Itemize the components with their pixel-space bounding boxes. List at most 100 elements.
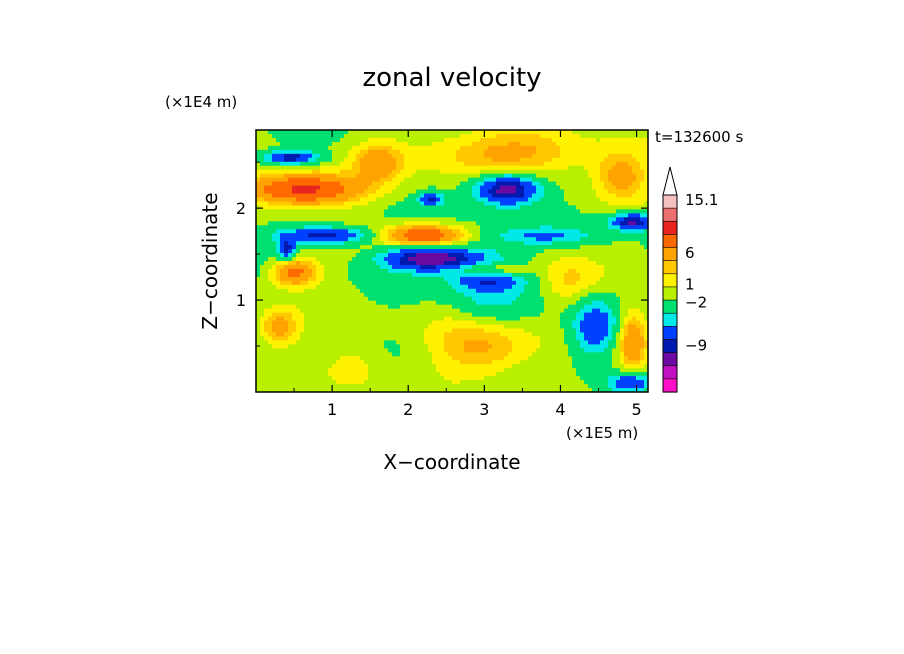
heatmap-cell [352, 249, 357, 254]
heatmap-cell [508, 205, 513, 210]
heatmap-cell [620, 328, 625, 333]
heatmap-cell [400, 237, 405, 242]
heatmap-cell [392, 213, 397, 218]
heatmap-cell [560, 320, 565, 325]
heatmap-cell [644, 268, 649, 274]
heatmap-cell [532, 130, 537, 135]
heatmap-cell [636, 233, 641, 238]
heatmap-cell [488, 324, 493, 329]
heatmap-cell [620, 130, 625, 135]
heatmap-cell [316, 165, 321, 171]
heatmap-cell [364, 245, 369, 250]
heatmap-cell [476, 169, 481, 175]
heatmap-cell [324, 276, 329, 282]
heatmap-cell [488, 189, 493, 194]
heatmap-cell [296, 253, 301, 258]
heatmap-cell [524, 149, 529, 155]
heatmap-cell [256, 229, 261, 234]
heatmap-cell [292, 316, 297, 321]
heatmap-cell [460, 173, 465, 179]
heatmap-cell [424, 257, 429, 262]
heatmap-cell [552, 328, 557, 333]
heatmap-cell [508, 169, 513, 175]
heatmap-cell [356, 153, 361, 159]
heatmap-cell [644, 161, 649, 167]
heatmap-cell [560, 165, 565, 171]
heatmap-cell [572, 217, 577, 222]
heatmap-cell [344, 264, 349, 270]
heatmap-cell [516, 197, 521, 202]
heatmap-cell [400, 320, 405, 325]
heatmap-cell [440, 316, 445, 321]
heatmap-cell [256, 257, 261, 262]
heatmap-cell [324, 137, 329, 143]
heatmap-cell [320, 197, 325, 202]
heatmap-cell [468, 189, 473, 194]
heatmap-cell [456, 177, 461, 183]
heatmap-cell [420, 197, 425, 202]
heatmap-cell [256, 253, 261, 258]
heatmap-cell [348, 272, 353, 278]
heatmap-cell [348, 177, 353, 183]
heatmap-cell [644, 181, 649, 186]
heatmap-cell [552, 308, 557, 314]
heatmap-cell [448, 280, 453, 286]
heatmap-cell [496, 237, 501, 242]
heatmap-cell [628, 316, 633, 321]
heatmap-cell [536, 324, 541, 329]
heatmap-cell [256, 141, 261, 147]
heatmap-cell [348, 181, 353, 186]
heatmap-cell [512, 141, 517, 147]
heatmap-cell [260, 185, 265, 190]
heatmap-cell [532, 320, 537, 325]
heatmap-cell [268, 161, 273, 167]
heatmap-cell [512, 145, 517, 151]
heatmap-cell [568, 233, 573, 238]
heatmap-cell [540, 296, 545, 302]
heatmap-cell [412, 209, 417, 214]
heatmap-cell [316, 312, 321, 317]
heatmap-cell [356, 253, 361, 258]
heatmap-cell [632, 229, 637, 234]
heatmap-cell [400, 185, 405, 190]
heatmap-cell [588, 304, 593, 310]
heatmap-cell [260, 268, 265, 274]
heatmap-cell [592, 181, 597, 186]
heatmap-cell [336, 137, 341, 143]
heatmap-cell [572, 145, 577, 151]
heatmap-cell [348, 320, 353, 325]
heatmap-cell [428, 300, 433, 306]
heatmap-cell [264, 233, 269, 238]
heatmap-cell [456, 145, 461, 151]
heatmap-cell [560, 213, 565, 218]
heatmap-cell [464, 241, 469, 246]
heatmap-cell [456, 257, 461, 262]
heatmap-cell [412, 308, 417, 314]
heatmap-cell [604, 193, 609, 198]
heatmap-cell [324, 193, 329, 198]
heatmap-cell [380, 165, 385, 171]
heatmap-cell [512, 221, 517, 226]
heatmap-cell [292, 324, 297, 329]
heatmap-cell [316, 149, 321, 155]
heatmap-cell [304, 197, 309, 202]
heatmap-cell [636, 300, 641, 306]
heatmap-cell [332, 296, 337, 302]
heatmap-cell [296, 328, 301, 333]
heatmap-cell [488, 221, 493, 226]
heatmap-cell [484, 130, 489, 135]
heatmap-cell [544, 189, 549, 194]
heatmap-cell [520, 288, 525, 294]
heatmap-cell [600, 209, 605, 214]
heatmap-cell [440, 209, 445, 214]
heatmap-cell [332, 165, 337, 171]
heatmap-cell [508, 324, 513, 329]
heatmap-cell [308, 217, 313, 222]
heatmap-cell [292, 217, 297, 222]
heatmap-cell [504, 241, 509, 246]
heatmap-cell [296, 201, 301, 206]
heatmap-cell [464, 264, 469, 270]
heatmap-cell [256, 149, 261, 155]
heatmap-cell [520, 141, 525, 147]
heatmap-cell [396, 264, 401, 270]
